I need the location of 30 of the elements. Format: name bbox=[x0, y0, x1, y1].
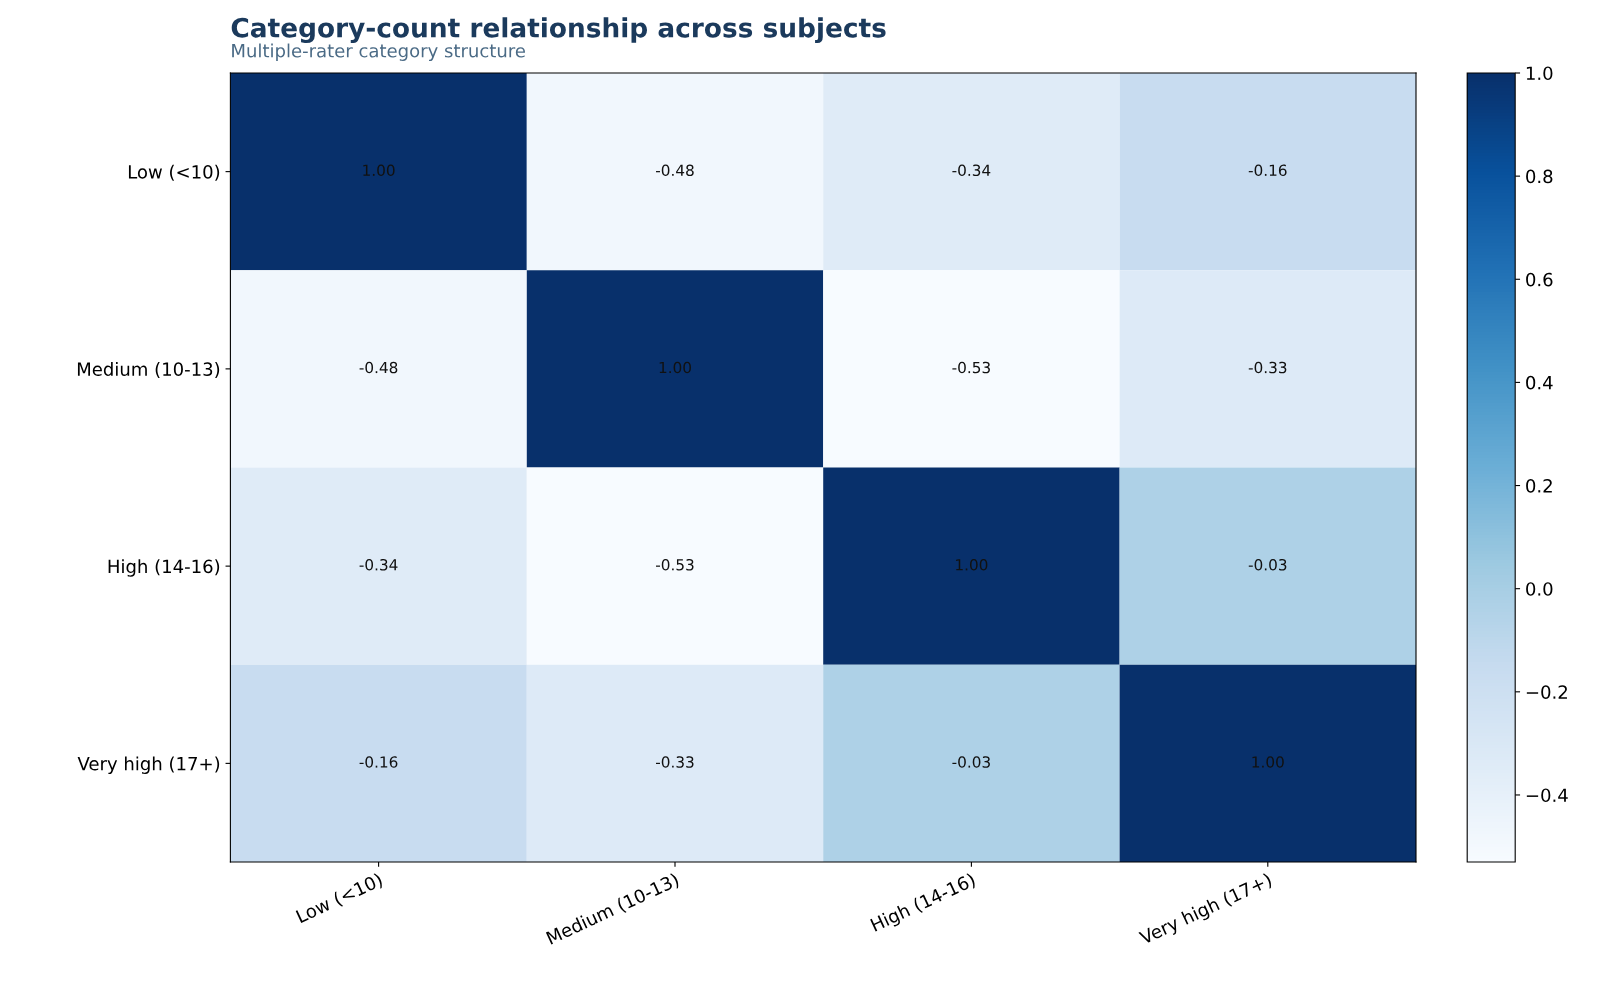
color-bar-label: 0.4 bbox=[1526, 375, 1553, 390]
y-tick-label: Medium (10-13) bbox=[77, 362, 220, 379]
data-label: -0.03 bbox=[952, 756, 990, 768]
color-bar-label: 0.0 bbox=[1526, 582, 1553, 596]
data-label: -0.16 bbox=[359, 756, 398, 768]
y-tick-label: Very high (17+) bbox=[77, 756, 220, 774]
y-tick-label: High (14-16) bbox=[108, 559, 220, 577]
data-label: 1.00 bbox=[659, 361, 691, 374]
data-label: -0.48 bbox=[655, 164, 694, 177]
data-label: -0.53 bbox=[655, 559, 694, 571]
data-label: -0.34 bbox=[359, 559, 398, 571]
data-label: -0.33 bbox=[1248, 361, 1287, 374]
data-label: -0.53 bbox=[952, 361, 990, 374]
color-bar-label: −0.4 bbox=[1526, 788, 1568, 803]
color-bar-label: 0.6 bbox=[1526, 272, 1553, 287]
data-label: 1.00 bbox=[1252, 756, 1284, 768]
data-label: -0.33 bbox=[655, 756, 694, 768]
color-bar-label: 1.0 bbox=[1526, 66, 1553, 81]
chart-title: Category-count relationship across subjects bbox=[231, 17, 886, 43]
data-label: -0.16 bbox=[1248, 164, 1287, 177]
color-bar-label: 0.2 bbox=[1526, 479, 1552, 493]
data-label: 1.00 bbox=[363, 164, 395, 177]
data-label: -0.34 bbox=[952, 164, 991, 177]
y-tick-label: Low (<10) bbox=[128, 164, 220, 181]
data-label: -0.48 bbox=[359, 361, 398, 374]
chart-subtitle: Multiple-rater category structure bbox=[232, 43, 525, 61]
color-bar-label: 0.8 bbox=[1526, 169, 1553, 184]
color-bar-label: −0.2 bbox=[1526, 685, 1567, 699]
data-label: -0.03 bbox=[1248, 559, 1287, 571]
data-label: 1.00 bbox=[956, 559, 988, 571]
